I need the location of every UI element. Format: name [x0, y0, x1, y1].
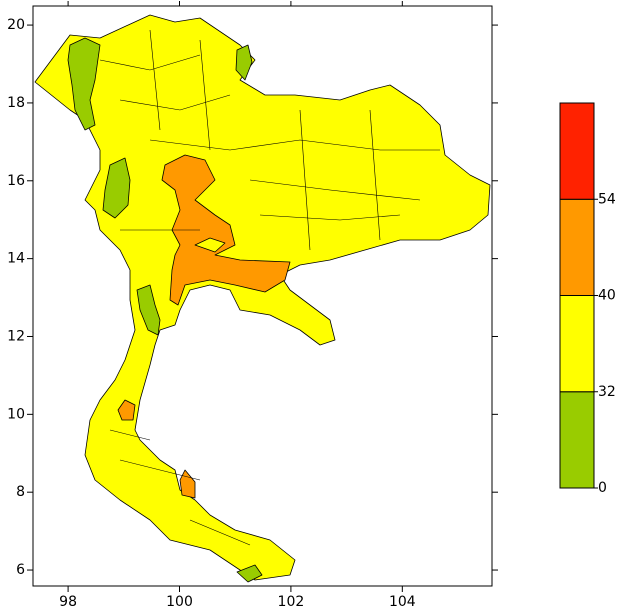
country-map	[34, 14, 491, 583]
y-tick-label: 14	[7, 251, 25, 267]
plot-frame	[32, 5, 493, 587]
zone-high	[117, 399, 136, 421]
x-tick-label: 100	[166, 594, 193, 610]
province-borders	[99, 29, 440, 546]
zone-low	[136, 284, 161, 336]
x-tick-label: 102	[278, 594, 305, 610]
y-tick-label: 18	[7, 95, 25, 111]
zone-low	[235, 44, 253, 81]
colorbar-bin	[559, 102, 595, 200]
zone-high	[161, 154, 291, 306]
land	[34, 14, 491, 581]
colorbar-label: 40	[598, 288, 616, 304]
colorbar: 0 32 40 54	[559, 102, 616, 496]
zone-low	[102, 157, 131, 219]
colorbar-label: 0	[598, 480, 607, 496]
colorbar-label: 32	[598, 384, 616, 400]
axes: 98 100 102 104 6 8 10 12 14 16 18 20	[7, 1, 498, 610]
x-tick-label: 104	[389, 594, 416, 610]
y-tick-label: 16	[7, 173, 25, 189]
y-tick-label: 6	[16, 562, 25, 578]
colorbar-label: 54	[598, 191, 616, 207]
zone-low	[67, 37, 101, 131]
y-tick-label: 8	[16, 484, 25, 500]
x-tick-label: 98	[59, 594, 77, 610]
colorbar-bin	[559, 391, 595, 489]
y-tick-label: 20	[7, 17, 25, 33]
y-tick-label: 12	[7, 328, 25, 344]
zone-mid	[194, 237, 226, 253]
zone-high	[179, 469, 196, 499]
colorbar-bin	[559, 198, 595, 296]
zone-low	[236, 564, 263, 583]
y-tick-label: 10	[7, 406, 25, 422]
colorbar-bin	[559, 295, 595, 393]
